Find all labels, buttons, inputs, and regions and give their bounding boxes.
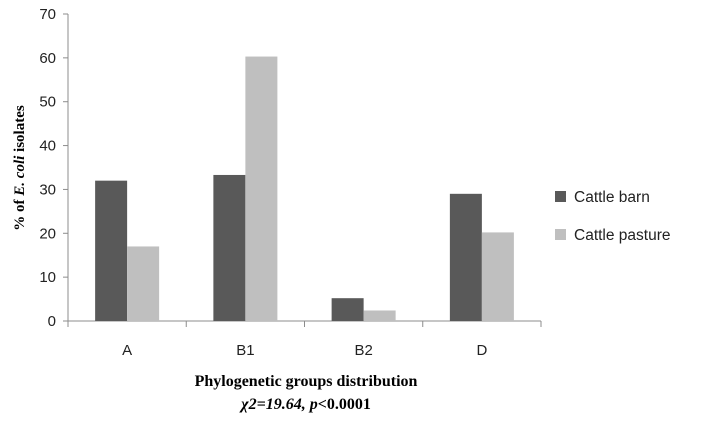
bar-cattle-pasture-a <box>127 246 159 321</box>
bar-cattle-barn-a <box>95 181 127 321</box>
legend-swatch <box>555 191 566 202</box>
legend-swatch <box>555 229 566 240</box>
bar-cattle-barn-b2 <box>332 298 364 321</box>
bar-cattle-pasture-d <box>482 232 514 321</box>
bar-cattle-barn-d <box>450 194 482 321</box>
legend-label: Cattle pasture <box>574 227 671 244</box>
legend-label: Cattle barn <box>574 189 650 206</box>
bar-cattle-pasture-b1 <box>245 57 277 321</box>
y-axis-label: % of E. coli isolates <box>12 105 28 231</box>
x-tick-label: B2 <box>354 342 372 359</box>
y-tick-label: 50 <box>39 94 56 111</box>
statistics-annotation: χ2=19.64, p<0.0001 <box>239 396 371 413</box>
y-tick-label: 20 <box>39 225 56 242</box>
x-axis-label: Phylogenetic groups distribution <box>195 373 418 390</box>
y-axis: 0 10 20 30 40 50 60 70 <box>39 6 68 330</box>
x-axis: A B1 B2 D <box>68 321 541 359</box>
x-tick-label: D <box>476 342 487 359</box>
y-tick-label: 70 <box>39 6 56 23</box>
x-tick-label: A <box>122 342 132 359</box>
y-tick-label: 40 <box>39 138 56 155</box>
y-tick-label: 10 <box>39 269 56 286</box>
y-tick-label: 0 <box>48 313 56 330</box>
bar-cattle-pasture-b2 <box>364 310 396 321</box>
y-tick-label: 30 <box>39 181 56 198</box>
legend: Cattle barn Cattle pasture <box>555 189 671 244</box>
y-tick-label: 60 <box>39 50 56 67</box>
bars <box>95 57 514 321</box>
bar-cattle-barn-b1 <box>213 175 245 321</box>
x-tick-label: B1 <box>236 342 254 359</box>
